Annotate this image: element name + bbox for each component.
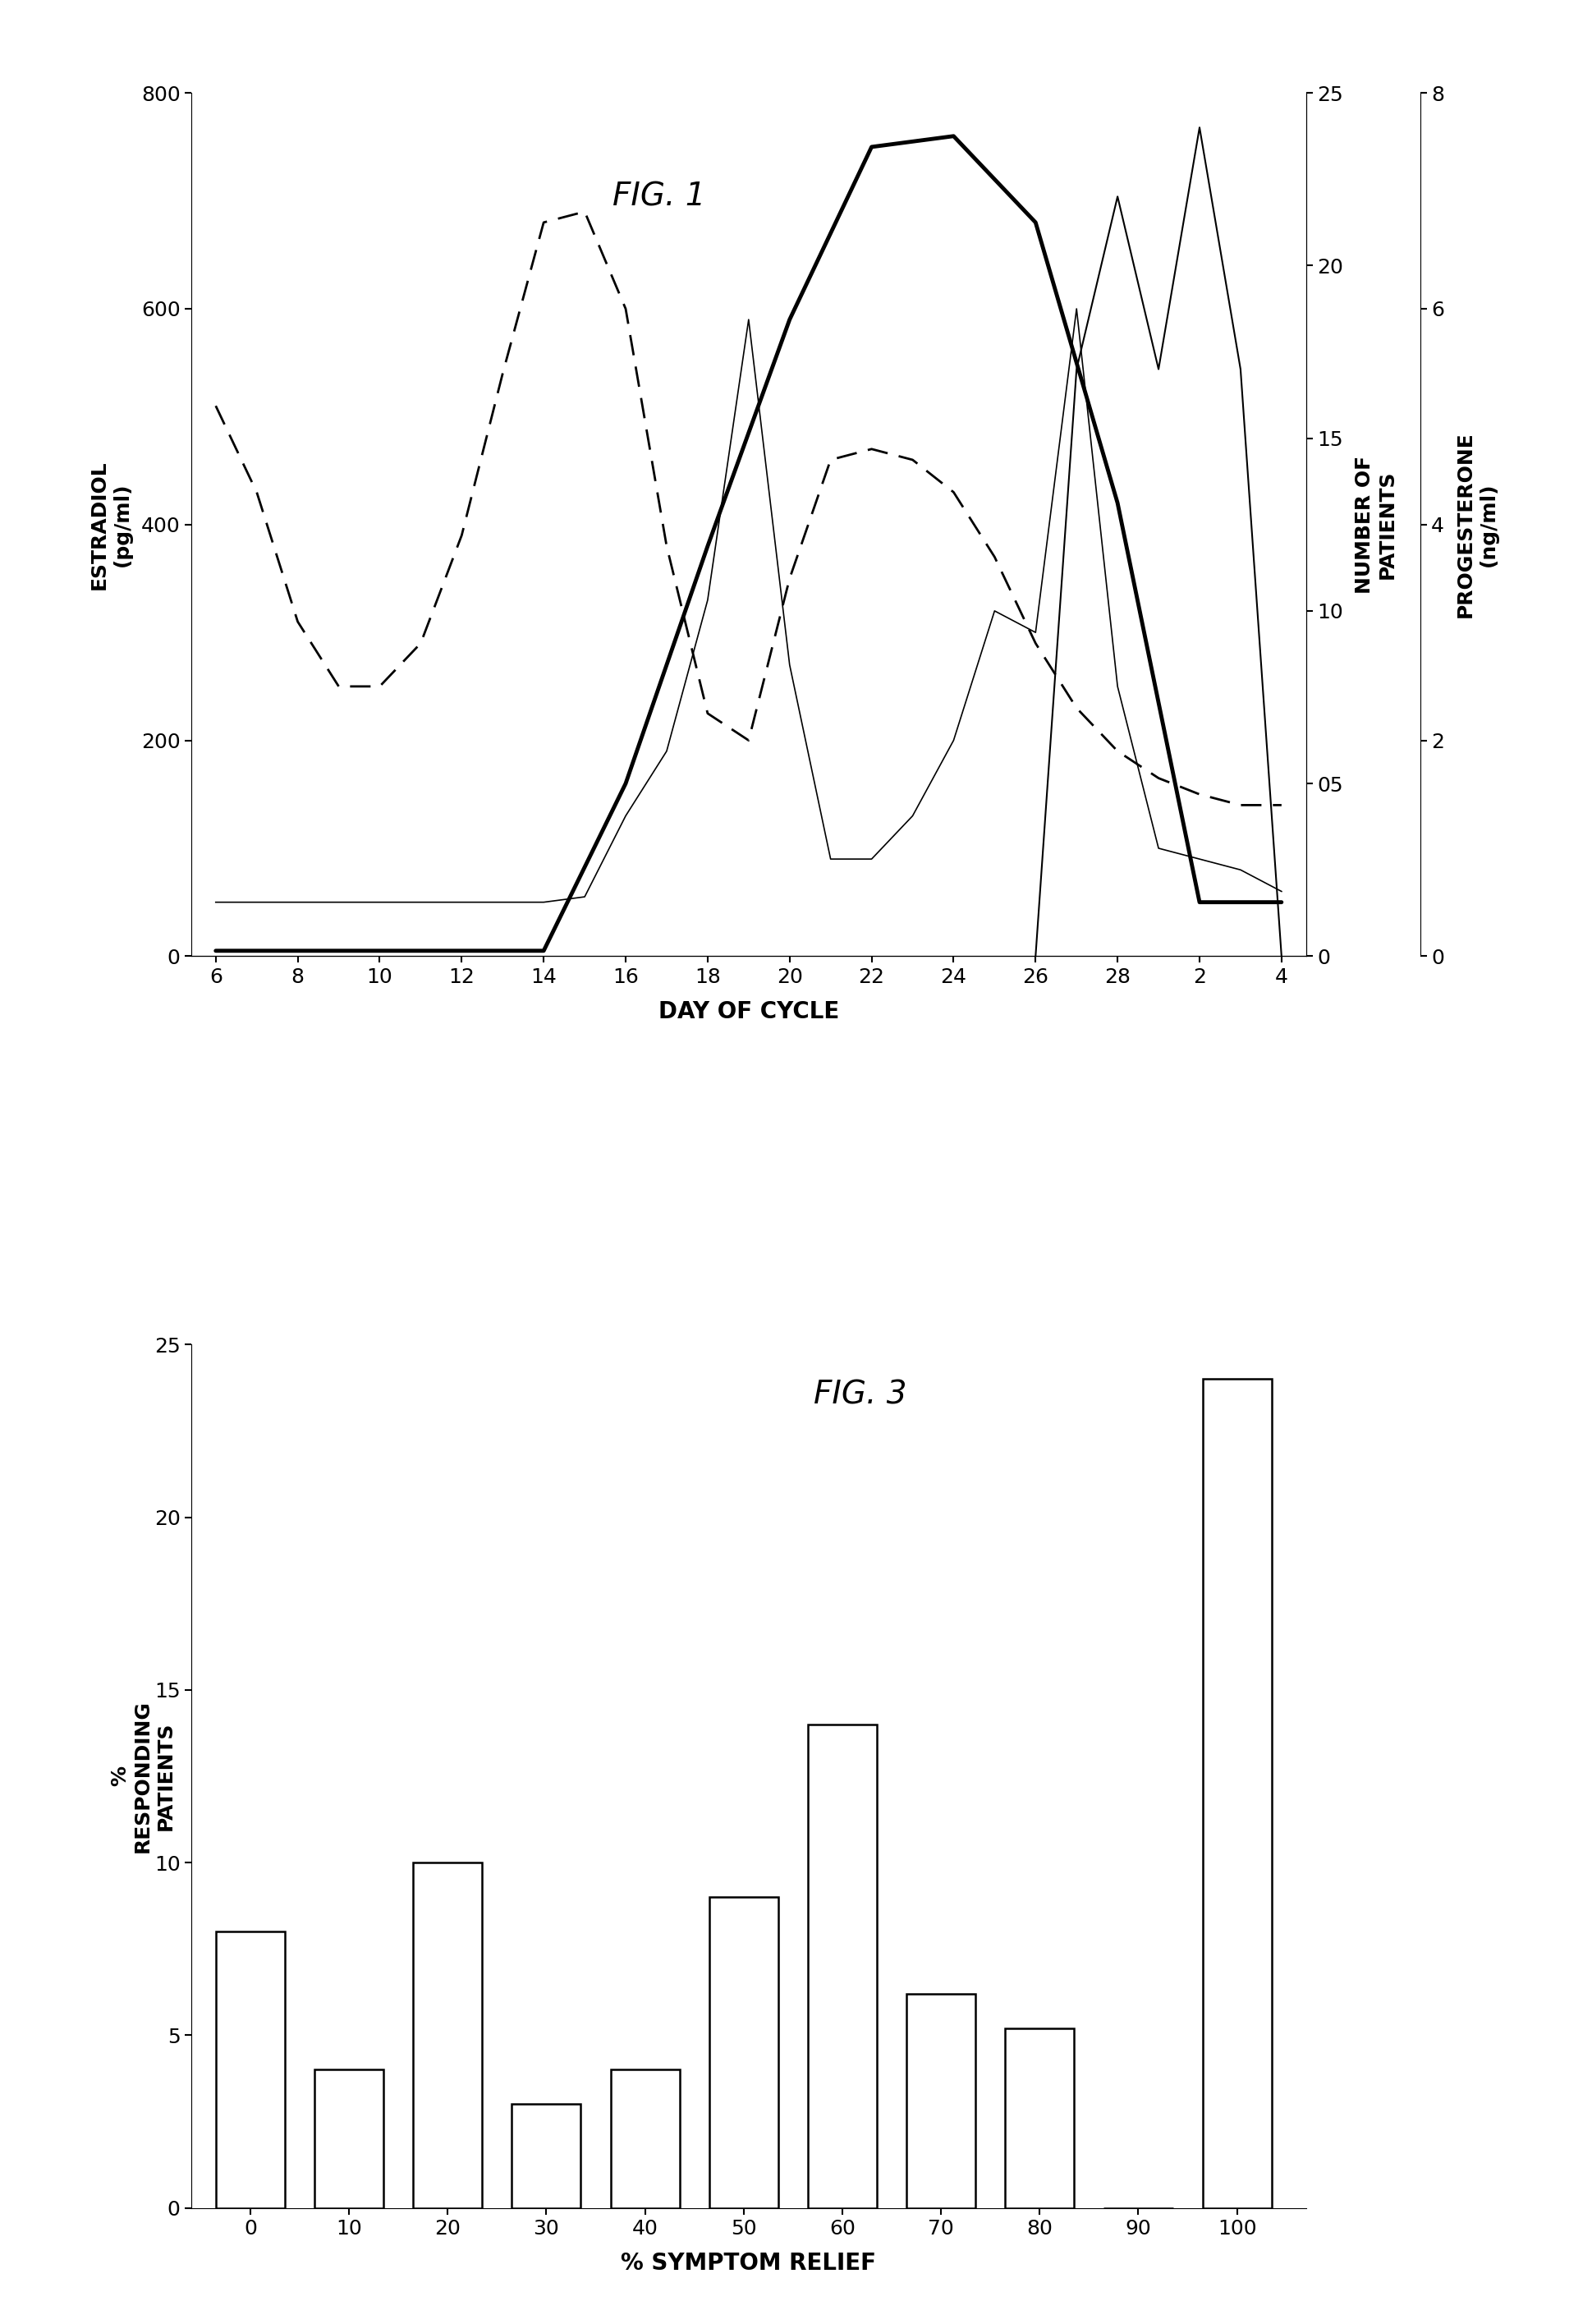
Y-axis label: PROGESTERONE
(ng/ml): PROGESTERONE (ng/ml)	[1455, 432, 1498, 618]
Y-axis label: ESTRADIOL
(pg/ml): ESTRADIOL (pg/ml)	[89, 460, 132, 590]
Y-axis label: %
RESPONDING
PATIENTS: % RESPONDING PATIENTS	[110, 1699, 175, 1852]
Bar	[412, 1862, 482, 2208]
Bar	[314, 2071, 384, 2208]
Text: FIG. 1: FIG. 1	[613, 181, 705, 211]
X-axis label: DAY OF CYCLE: DAY OF CYCLE	[657, 999, 839, 1023]
Bar	[708, 1896, 778, 2208]
X-axis label: % SYMPTOM RELIEF: % SYMPTOM RELIEF	[621, 2252, 876, 2275]
Bar	[1202, 1378, 1270, 2208]
Bar	[610, 2071, 680, 2208]
Bar	[215, 1931, 285, 2208]
Bar	[1005, 2029, 1073, 2208]
Bar	[906, 1994, 974, 2208]
Bar	[511, 2103, 581, 2208]
Text: FIG. 3: FIG. 3	[814, 1378, 906, 1411]
Bar	[807, 1724, 877, 2208]
Y-axis label: NUMBER OF
PATIENTS: NUMBER OF PATIENTS	[1353, 456, 1396, 593]
